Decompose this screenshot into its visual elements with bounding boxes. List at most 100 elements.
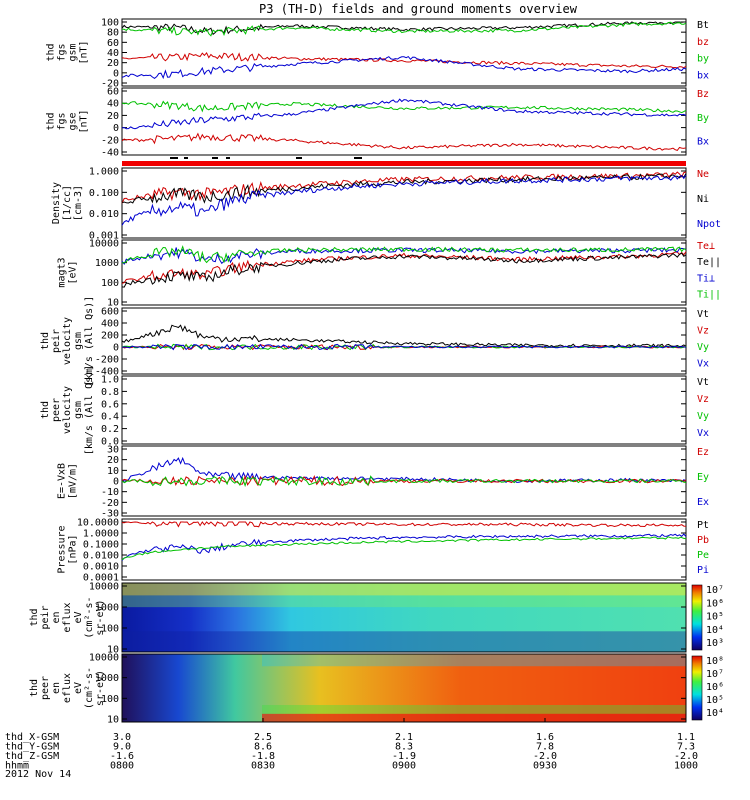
- y-tick-label: 0.010: [89, 209, 119, 220]
- y-tick-label: 0.0100: [83, 551, 119, 562]
- x-row-value: -1.6: [110, 751, 134, 762]
- y-tick-label: 0: [113, 123, 119, 134]
- x-row-value: -1.8: [251, 751, 275, 762]
- legend-entry: By: [697, 113, 709, 124]
- y-tick-label: 40: [107, 99, 119, 110]
- series-density-Ni: [121, 173, 687, 204]
- colorbar-tick: 10⁴: [706, 708, 724, 719]
- x-row-value: 1000: [674, 761, 698, 772]
- legend-entry: Vz: [697, 325, 709, 336]
- series-pressure-Pi: [121, 533, 687, 561]
- y-tick-label: 10000: [89, 653, 119, 664]
- series-fgs-gse-Bz: [121, 132, 687, 151]
- y-axis-label: [eV]: [68, 260, 79, 284]
- y-tick-label: -40: [101, 148, 119, 159]
- y-axis-label: eflux: [62, 602, 73, 632]
- y-axis-label: [mV/m]: [68, 463, 79, 499]
- y-tick-label: 100: [101, 278, 119, 289]
- status-bar: [122, 161, 686, 166]
- y-tick-label: 1.0000: [83, 529, 119, 540]
- x-row-value: 8.3: [395, 742, 413, 753]
- y-axis-label: fgs: [57, 112, 68, 130]
- legend-entry: Pi: [697, 565, 709, 576]
- series-efield-component: [121, 475, 687, 488]
- y-axis-label: [km/s (All Qs)]: [84, 296, 95, 386]
- series-temperature-Te: [121, 252, 687, 288]
- y-tick-label: 0.100: [89, 188, 119, 199]
- y-axis-label: [nT]: [79, 109, 90, 133]
- y-tick-label: 1000: [95, 603, 119, 614]
- y-tick-label: 0.1000: [83, 540, 119, 551]
- series-density-Npot: [121, 174, 687, 226]
- figure-title: P3 (TH-D) fields and ground moments over…: [259, 2, 578, 16]
- x-row-value: 1.1: [677, 732, 695, 743]
- y-axis-label: peer: [51, 398, 62, 422]
- y-tick-label: 100: [101, 18, 119, 29]
- x-row-value: 1.6: [536, 732, 554, 743]
- y-tick-label: 30: [107, 445, 119, 456]
- y-axis-label: eV: [73, 611, 84, 623]
- y-axis-label: gsm: [68, 43, 79, 61]
- y-axis-label: (cm²-s-: [84, 596, 95, 638]
- y-tick-label: -20: [101, 498, 119, 509]
- x-row-value: -2.0: [674, 751, 698, 762]
- y-axis-label: thd: [29, 608, 40, 626]
- legend-entry: Te⊥: [697, 241, 715, 252]
- legend-entry: Ex: [697, 497, 709, 508]
- legend-entry: Ti||: [697, 290, 721, 301]
- y-tick-label: 0: [113, 477, 119, 488]
- y-axis-label: eflux: [62, 673, 73, 703]
- spectrogram-band: [122, 631, 686, 652]
- y-axis-label: gsm: [73, 401, 84, 419]
- y-axis-label: sr-eV): [95, 670, 106, 706]
- y-axis-label: peir: [51, 329, 62, 353]
- series-fgs-gse-By: [121, 100, 687, 114]
- legend-entry: Bz: [697, 89, 709, 100]
- x-row-label: thd_Z-GSM: [5, 751, 59, 762]
- y-tick-label: 1.000: [89, 167, 119, 178]
- legend-entry: Bx: [697, 137, 709, 148]
- spectrogram-peer-eflux: [122, 654, 686, 722]
- legend-entry: Ez: [697, 447, 709, 458]
- y-tick-label: 10: [107, 298, 119, 309]
- y-axis-label: peer: [40, 676, 51, 700]
- x-row-value: 7.8: [536, 742, 554, 753]
- y-axis-label: [1/cc]: [62, 185, 73, 221]
- panel-peer-velocity: 1.00.80.6 0.40.2 0.0 thd peer velocity gsm [km/…: [40, 365, 709, 455]
- colorbar-tick: 10⁵: [706, 695, 724, 706]
- spectrogram-band: [122, 583, 686, 596]
- legend-entry: Vt: [697, 377, 709, 388]
- y-tick-label: 0.6: [101, 399, 119, 410]
- y-tick-label: 400: [101, 319, 119, 330]
- panel-temperature: 10000 1000 100 10 magt3 [eV] Te⊥ Te|| Ti⊥ Ti||: [57, 239, 722, 309]
- series-pressure-Pb: [121, 521, 687, 528]
- x-row-value: 2.5: [254, 732, 272, 743]
- colorbar: [691, 584, 703, 651]
- status-mark: [354, 157, 362, 159]
- x-row-label: hhmm: [5, 761, 29, 772]
- y-tick-label: 20: [107, 58, 119, 69]
- series-peir-velocity-Vt: [121, 324, 687, 348]
- y-tick-label: 40: [107, 48, 119, 59]
- y-axis-label: gse: [68, 112, 79, 130]
- y-tick-label: 0: [113, 343, 119, 354]
- legend-entry: Te||: [697, 257, 721, 268]
- x-row-value: -1.9: [392, 751, 416, 762]
- series-temperature-Ti: [122, 245, 687, 264]
- y-tick-label: -10: [101, 487, 119, 498]
- x-row-value: 7.3: [677, 742, 695, 753]
- series-pressure-component: [121, 536, 687, 561]
- y-tick-label: 10: [107, 645, 119, 656]
- series-temperature-Te: [121, 251, 687, 284]
- x-row-value: 2.1: [395, 732, 413, 743]
- spectrogram-band: [262, 654, 686, 667]
- y-tick-label: 20: [107, 455, 119, 466]
- y-tick-label: 10: [107, 715, 119, 726]
- spectrogram-band: [122, 595, 686, 608]
- spectrogram-band: [262, 705, 686, 714]
- y-tick-label: 0.001: [89, 231, 119, 242]
